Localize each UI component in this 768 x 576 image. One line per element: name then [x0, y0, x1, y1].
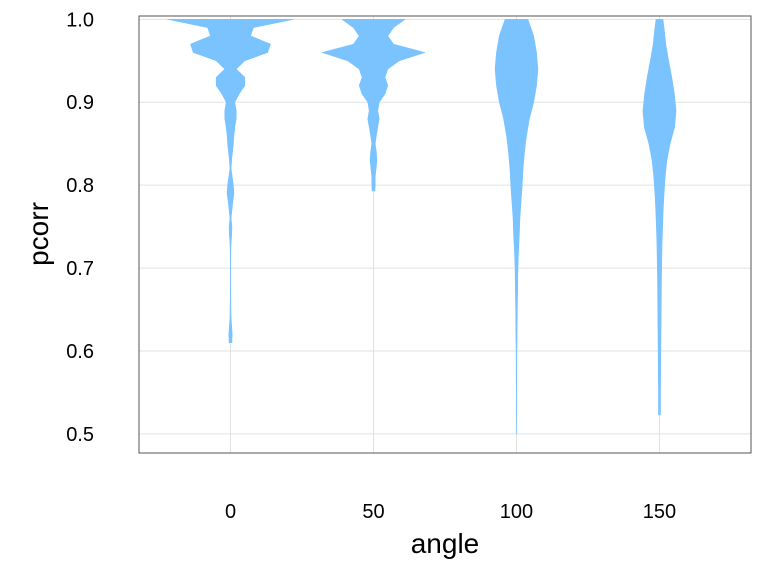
- y-tick-label: 1.0: [66, 9, 94, 31]
- x-axis-title: angle: [411, 528, 480, 559]
- violin-0: [167, 19, 294, 344]
- y-tick-label: 0.5: [66, 424, 94, 446]
- y-tick-label: 0.8: [66, 175, 94, 197]
- y-axis-title: pcorr: [23, 202, 54, 266]
- x-tick-label: 50: [362, 501, 384, 523]
- violin-150: [642, 19, 677, 416]
- x-tick-label: 150: [643, 501, 676, 523]
- y-axis-ticks: 0.5 0.6 0.7 0.8 0.9 1.0: [66, 9, 94, 446]
- plot-frame: [138, 15, 752, 454]
- violin-50: [321, 19, 426, 192]
- y-tick-label: 0.7: [66, 258, 94, 280]
- y-tick-label: 0.9: [66, 92, 94, 114]
- violin-series: [167, 19, 677, 435]
- x-tick-label: 100: [500, 501, 533, 523]
- y-tick-label: 0.6: [66, 341, 94, 363]
- x-tick-label: 0: [225, 501, 236, 523]
- violin-100: [494, 19, 539, 435]
- x-axis-ticks: 0 50 100 150: [225, 501, 676, 523]
